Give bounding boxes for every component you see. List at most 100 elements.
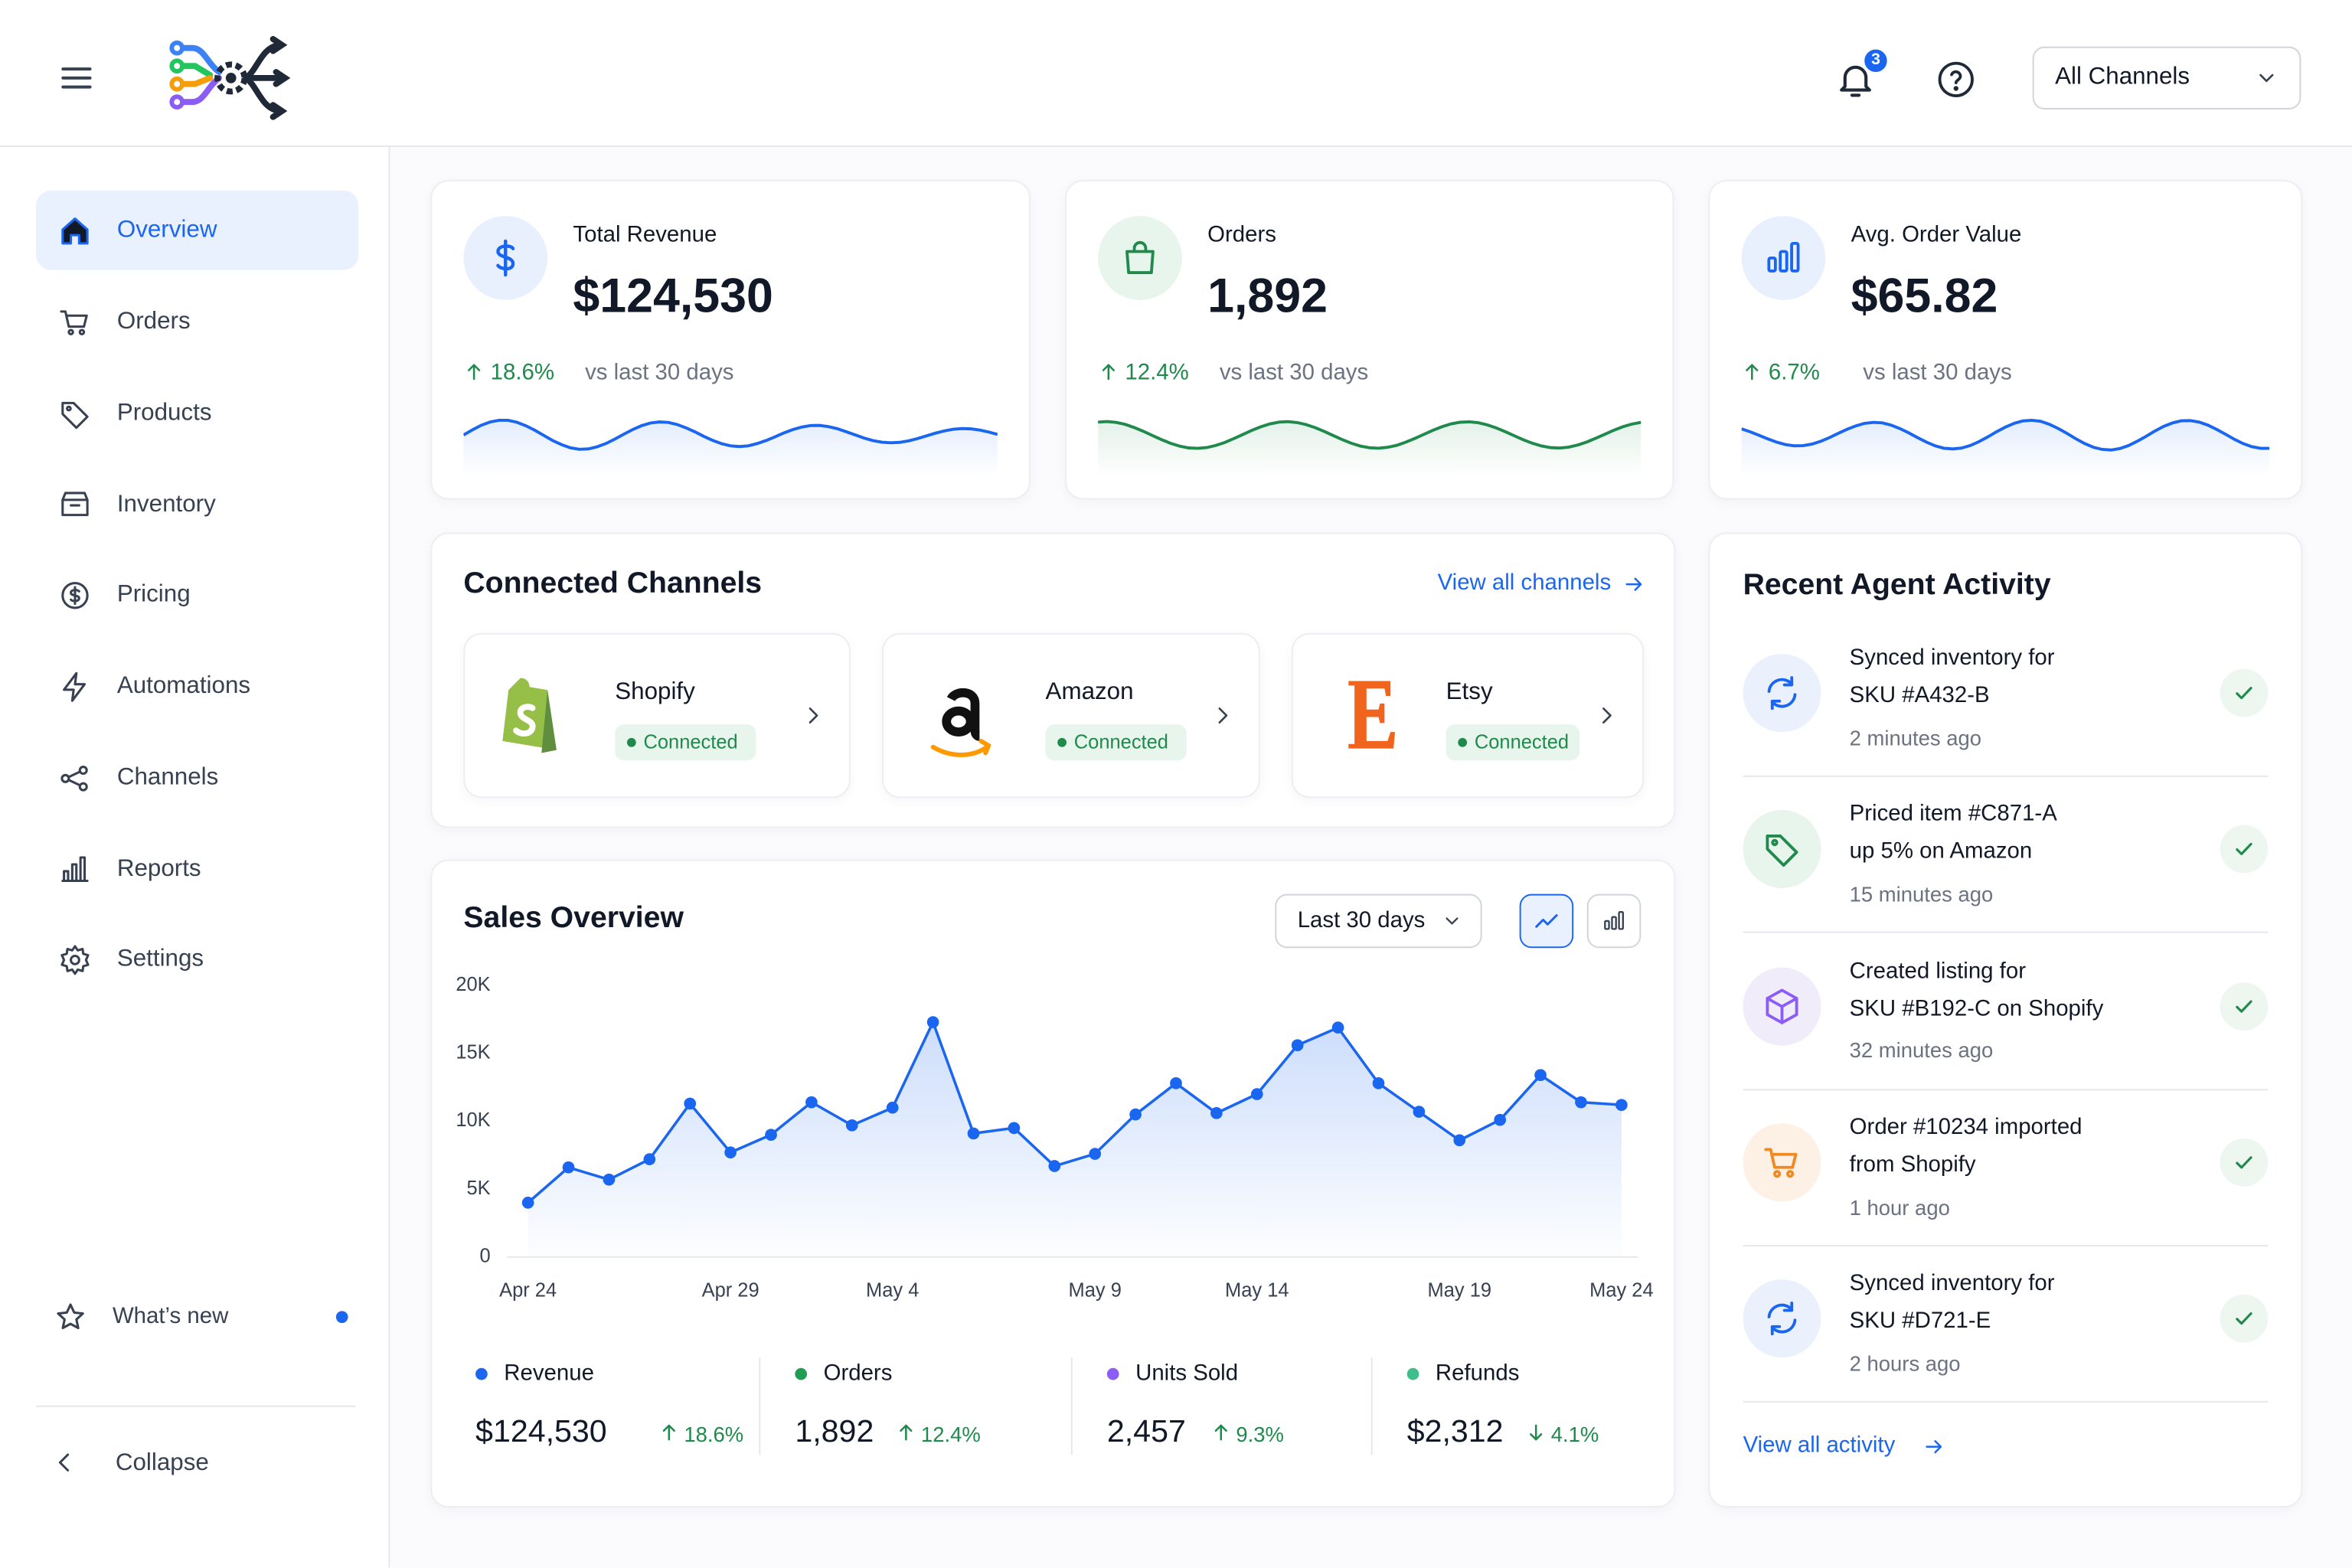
kpi-icon-bg bbox=[1741, 216, 1826, 300]
nav-item[interactable]: Settings bbox=[116, 947, 204, 973]
nav-item[interactable]: Pricing bbox=[116, 582, 191, 609]
bar-view-icon bbox=[1604, 911, 1625, 930]
channel-status-badge bbox=[1446, 724, 1580, 761]
summary-change: 12.4% bbox=[920, 1421, 981, 1446]
summary-name: Units Sold bbox=[1135, 1360, 1239, 1387]
range-select-label[interactable]: Last 30 days bbox=[1297, 907, 1426, 933]
kpi-change: 12.4% bbox=[1125, 360, 1189, 386]
nav-icon[interactable] bbox=[58, 214, 91, 247]
activity-icon-bg bbox=[1743, 1279, 1821, 1358]
summary-dot bbox=[1406, 1367, 1419, 1380]
kpi-sparkline bbox=[1098, 420, 1642, 478]
whats-new-dot bbox=[335, 1311, 348, 1323]
channel-select-label: All Channels bbox=[2055, 65, 2190, 91]
sales-card bbox=[430, 859, 1676, 1508]
nav-icon[interactable] bbox=[58, 943, 91, 976]
kpi-change-arrow bbox=[467, 364, 481, 381]
whats-new-icon[interactable] bbox=[54, 1301, 87, 1334]
range-chevron bbox=[1446, 917, 1459, 925]
nav-item[interactable]: Reports bbox=[116, 855, 201, 882]
activity-check bbox=[2236, 999, 2252, 1012]
channel-chevron bbox=[1218, 707, 1228, 724]
activity-text: SKU #A432-B bbox=[1849, 682, 1990, 708]
summary-value: $124,530 bbox=[475, 1415, 607, 1450]
activity-time: 1 hour ago bbox=[1849, 1194, 1950, 1219]
header bbox=[0, 0, 2352, 147]
notification-badge bbox=[1861, 46, 1890, 75]
activity-check-bg bbox=[2220, 825, 2269, 874]
kpi-value: $65.82 bbox=[1851, 268, 1998, 322]
summary-change: 18.6% bbox=[684, 1421, 744, 1446]
range-select[interactable] bbox=[1275, 893, 1482, 949]
kpi-value: 1,892 bbox=[1207, 268, 1328, 322]
activity-text: from Shopify bbox=[1849, 1152, 1976, 1178]
channel-card[interactable] bbox=[1291, 632, 1645, 799]
activity-icon-bg bbox=[1743, 810, 1821, 889]
summary-divider bbox=[1070, 1357, 1073, 1455]
channel-status-badge bbox=[615, 724, 756, 761]
activity-time: 15 minutes ago bbox=[1849, 881, 1994, 906]
notifications-button[interactable] bbox=[1834, 58, 1877, 100]
help-button[interactable] bbox=[1936, 60, 1975, 99]
nav-icon[interactable] bbox=[58, 761, 91, 794]
nav-item[interactable]: Orders bbox=[116, 309, 191, 335]
channel-select[interactable] bbox=[2032, 46, 2301, 110]
kpi-label: Total Revenue bbox=[573, 221, 717, 248]
kpi-change-arrow bbox=[1746, 364, 1759, 381]
summary-dot bbox=[1106, 1367, 1119, 1380]
channel-status: Connected bbox=[1474, 730, 1570, 753]
activity-text: Synced inventory for bbox=[1849, 1270, 2055, 1297]
channel-chevron bbox=[808, 707, 818, 724]
activity-check bbox=[2236, 843, 2252, 856]
menu-button[interactable] bbox=[58, 60, 94, 96]
nav-icon[interactable] bbox=[58, 305, 91, 338]
activity-icon-bg bbox=[1743, 654, 1821, 733]
activity-icon bbox=[1767, 1302, 1797, 1336]
activity-time: 2 hours ago bbox=[1849, 1351, 1961, 1376]
channel-status-dot bbox=[626, 737, 636, 747]
kpi-change: 18.6% bbox=[490, 360, 555, 386]
kpi-value: $124,530 bbox=[573, 268, 773, 322]
nav-icon[interactable] bbox=[58, 579, 91, 612]
activity-check-bg bbox=[2220, 668, 2269, 717]
summary-value: 1,892 bbox=[795, 1415, 874, 1450]
summary-dot bbox=[795, 1367, 808, 1380]
nav-icon[interactable] bbox=[58, 852, 91, 885]
summary-name: Revenue bbox=[504, 1360, 594, 1387]
nav-icon[interactable] bbox=[58, 488, 91, 521]
summary-trend-arrow bbox=[662, 1424, 675, 1441]
nav-icon[interactable] bbox=[58, 670, 91, 703]
line-view-button[interactable] bbox=[1519, 893, 1574, 949]
activity-icon bbox=[1767, 676, 1797, 710]
summary-name: Refunds bbox=[1435, 1360, 1520, 1387]
channel-status-badge bbox=[1045, 724, 1187, 761]
nav-item[interactable]: Channels bbox=[116, 764, 219, 791]
nav-icon[interactable] bbox=[58, 397, 91, 430]
activity-text: Priced item #C871-A bbox=[1849, 801, 2057, 828]
channel-status-dot bbox=[1057, 737, 1067, 747]
activity-link[interactable]: View all activity bbox=[1743, 1432, 1896, 1459]
nav-item[interactable]: Products bbox=[116, 400, 212, 426]
whats-new[interactable]: What’s new bbox=[112, 1303, 229, 1329]
channel-chevron bbox=[1602, 707, 1612, 724]
kpi-icon bbox=[496, 239, 515, 277]
kpi-icon bbox=[1767, 241, 1800, 273]
activity-icon bbox=[1766, 988, 1798, 1024]
nav-item[interactable]: Inventory bbox=[116, 491, 216, 518]
activity-text: SKU #D721-E bbox=[1849, 1308, 1991, 1334]
bar-view-button[interactable] bbox=[1586, 893, 1642, 949]
summary-dot bbox=[475, 1367, 488, 1380]
collapse-icon[interactable] bbox=[51, 1449, 78, 1476]
activity-check bbox=[2236, 1312, 2252, 1325]
activity-text: SKU #B192-C on Shopify bbox=[1849, 995, 2104, 1021]
nav-item[interactable]: Overview bbox=[116, 217, 217, 244]
channels-link[interactable]: View all channels bbox=[1437, 570, 1612, 596]
kpi-change-arrow bbox=[1102, 364, 1115, 381]
nav-item[interactable]: Automations bbox=[116, 673, 251, 700]
activity-icon bbox=[1764, 1148, 1798, 1178]
activity-divider bbox=[1743, 1244, 2269, 1246]
activity-time: 2 minutes ago bbox=[1849, 725, 1981, 750]
logo bbox=[169, 36, 291, 120]
collapse[interactable]: Collapse bbox=[115, 1451, 209, 1477]
